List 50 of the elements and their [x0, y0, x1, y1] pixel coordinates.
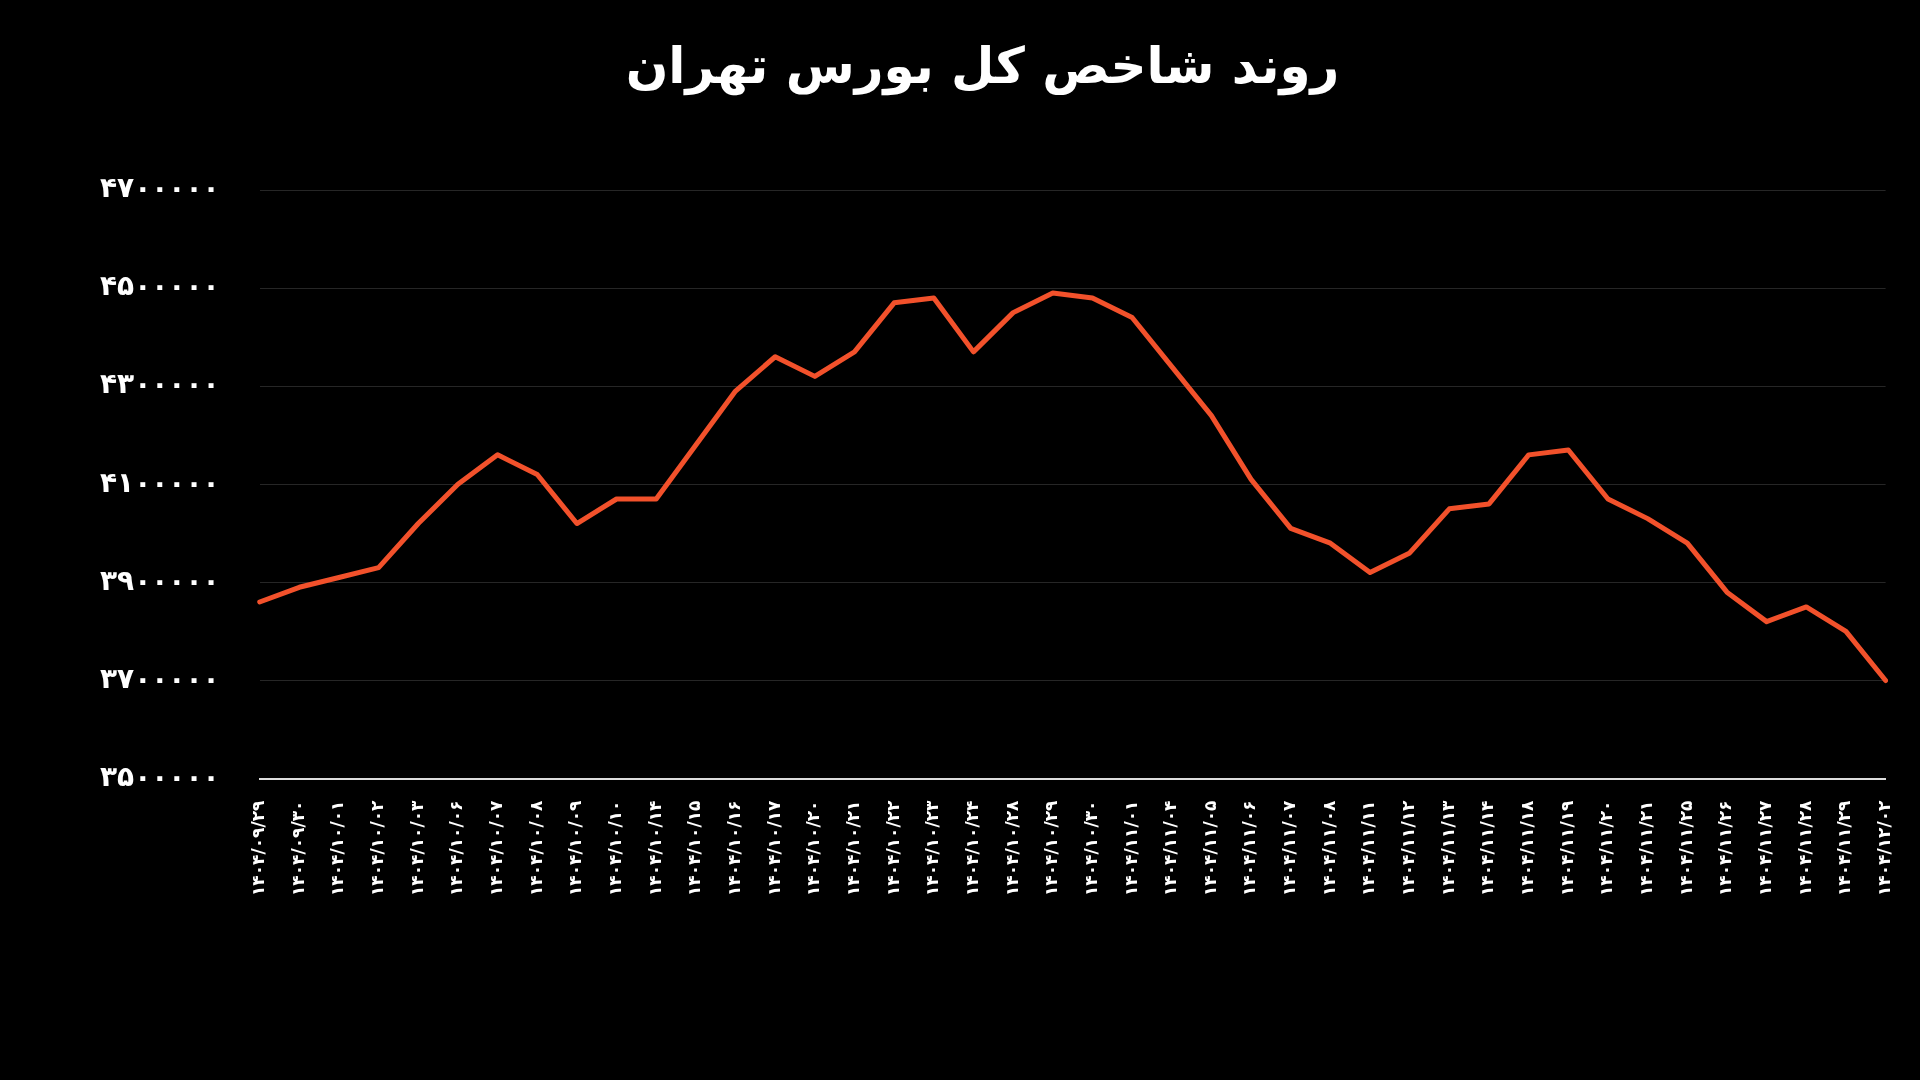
- x-tick-label: ۱۴۰۴/۱۰/۲۲: [882, 799, 903, 897]
- x-tick-label: ۱۴۰۴/۱۰/۲۳: [922, 799, 943, 897]
- x-tick-label: ۱۴۰۴/۱۰/۲۴: [961, 800, 982, 897]
- y-tick-label: ۴۱۰۰۰۰۰: [99, 465, 220, 499]
- y-tick-label: ۳۵۰۰۰۰۰: [99, 759, 220, 793]
- x-tick-label: ۱۴۰۴/۱۰/۲۹: [1041, 799, 1062, 897]
- x-tick-label: ۱۴۰۴/۱۱/۲۵: [1675, 800, 1696, 897]
- x-tick-label: ۱۴۰۴/۱۰/۱۵: [684, 800, 705, 897]
- x-tick-label: ۱۴۰۴/۱۱/۱۹: [1556, 799, 1577, 897]
- x-tick-label: ۱۴۰۴/۱۱/۱۴: [1477, 800, 1498, 897]
- x-tick-label: ۱۴۰۴/۱۱/۲۶: [1715, 800, 1736, 897]
- x-tick-label: ۱۴۰۴/۱۰/۱۶: [723, 800, 744, 897]
- x-tick-label: ۱۴۰۴/۱۰/۲۸: [1001, 799, 1022, 897]
- x-tick-label: ۱۴۰۴/۱۱/۰۶: [1239, 800, 1260, 897]
- y-tick-label: ۴۳۰۰۰۰۰: [99, 367, 220, 401]
- x-tick-label: ۱۴۰۴/۱۱/۰۷: [1279, 799, 1300, 897]
- x-tick-label: ۱۴۰۴/۱۱/۱۳: [1437, 799, 1458, 897]
- x-tick-label: ۱۴۰۴/۱۱/۲۸: [1794, 799, 1815, 897]
- x-tick-label: ۱۴۰۴/۱۱/۰۴: [1160, 800, 1181, 897]
- x-tick-label: ۱۴۰۴/۱۱/۰۱: [1120, 800, 1141, 897]
- x-tick-label: ۱۴۰۴/۱۱/۲۷: [1755, 799, 1776, 897]
- x-tick-label: ۱۴۰۴/۱۱/۱۱: [1358, 800, 1379, 897]
- y-tick-label: ۳۷۰۰۰۰۰: [99, 661, 220, 695]
- x-tick-label: ۱۴۰۴/۱۱/۱۲: [1398, 799, 1419, 897]
- y-tick-label: ۳۹۰۰۰۰۰: [99, 563, 220, 597]
- x-tick-label: ۱۴۰۴/۱۰/۳۰: [1080, 800, 1101, 897]
- x-tick-label: ۱۴۰۴/۱۰/۰۳: [406, 799, 427, 897]
- x-tick-label: ۱۴۰۴/۱۰/۰۲: [367, 799, 388, 897]
- x-tick-label: ۱۴۰۴/۱۰/۰۶: [446, 800, 467, 897]
- x-tick-label: ۱۴۰۴/۱۱/۲۱: [1636, 800, 1657, 897]
- x-tick-label: ۱۴۰۴/۱۰/۲۱: [842, 800, 863, 897]
- x-tick-label: ۱۴۰۴/۱۰/۱۴: [644, 800, 665, 897]
- x-tick-label: ۱۴۰۴/۱۰/۱۷: [763, 799, 784, 897]
- x-tick-label: ۱۴۰۴/۱۰/۰۹: [565, 799, 586, 897]
- x-tick-label: ۱۴۰۴/۱۰/۱۰: [604, 800, 625, 897]
- x-tick-label: ۱۴۰۴/۱۱/۰۸: [1318, 799, 1339, 897]
- x-tick-label: ۱۴۰۴/۰۹/۳۰: [287, 800, 308, 897]
- x-tick-label: ۱۴۰۴/۱۰/۰۸: [525, 799, 546, 897]
- x-tick-label: ۱۴۰۴/۱۱/۲۰: [1596, 800, 1617, 897]
- chart-title: روند شاخص کل بورس تهران: [625, 36, 1340, 96]
- x-tick-label: ۱۴۰۴/۱۲/۰۲: [1874, 799, 1895, 897]
- x-tick-label: ۱۴۰۴/۱۰/۰۷: [486, 799, 506, 897]
- x-tick-label: ۱۴۰۴/۱۱/۱۸: [1517, 799, 1538, 897]
- x-tick-label: ۱۴۰۴/۱۱/۰۵: [1199, 800, 1220, 897]
- x-tick-label: ۱۴۰۴/۱۰/۰۱: [327, 800, 348, 897]
- x-tick-label: ۱۴۰۴/۰۹/۲۹: [248, 799, 269, 897]
- x-tick-label: ۱۴۰۴/۱۰/۲۰: [803, 800, 824, 897]
- y-tick-label: ۴۵۰۰۰۰۰: [99, 269, 220, 303]
- x-tick-label: ۱۴۰۴/۱۱/۲۹: [1834, 799, 1855, 897]
- y-tick-label: ۴۷۰۰۰۰۰: [99, 171, 220, 205]
